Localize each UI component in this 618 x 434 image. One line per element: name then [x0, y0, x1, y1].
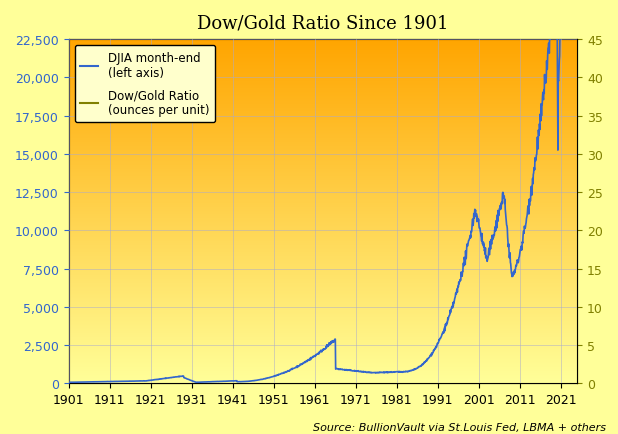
Title: Dow/Gold Ratio Since 1901: Dow/Gold Ratio Since 1901: [197, 15, 449, 33]
Legend: DJIA month-end
(left axis), Dow/Gold Ratio
(ounces per unit): DJIA month-end (left axis), Dow/Gold Rat…: [75, 46, 215, 123]
Text: Source: BullionVault via St.Louis Fed, LBMA + others: Source: BullionVault via St.Louis Fed, L…: [313, 422, 606, 432]
